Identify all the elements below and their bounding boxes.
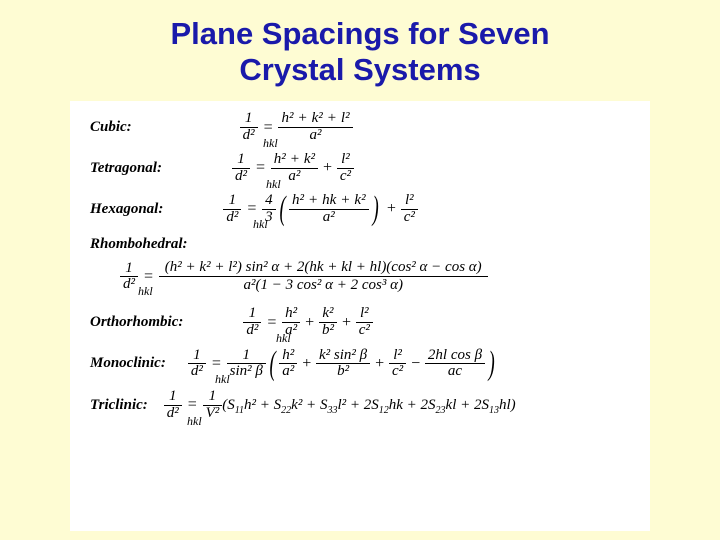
rhombohedral-formula: 1d² = (h² + k² + l²) sin² α + 2(hk + kl … xyxy=(120,259,488,294)
hkl-tetragonal: hkl xyxy=(266,177,281,192)
hkl-orthorhombic: hkl xyxy=(276,331,291,346)
hkl-rhombohedral: hkl xyxy=(138,284,153,299)
cubic-formula: 1d² = h²+k²+l²a² xyxy=(240,111,353,144)
orthorhombic-formula: 1d² = h²a² + k²b² + l²c² xyxy=(243,306,373,339)
page-title: Plane Spacings for Seven Crystal Systems xyxy=(0,0,720,87)
tetragonal-formula: 1d² = h²+k²a² + l²c² xyxy=(232,152,354,185)
title-line-2: Crystal Systems xyxy=(239,52,480,87)
rhombohedral-label: Rhombohedral: xyxy=(90,236,188,253)
title-line-1: Plane Spacings for Seven xyxy=(170,16,549,51)
orthorhombic-label: Orthorhombic: xyxy=(90,314,183,331)
hkl-hexagonal: hkl xyxy=(253,217,268,232)
hkl-cubic: hkl xyxy=(263,136,278,151)
hexagonal-label: Hexagonal: xyxy=(90,201,163,218)
monoclinic-label: Monoclinic: xyxy=(90,355,166,372)
triclinic-label: Triclinic: xyxy=(90,397,148,414)
cubic-label: Cubic: xyxy=(90,119,132,136)
hkl-triclinic: hkl xyxy=(187,414,202,429)
formula-container: Cubic: 1d² = h²+k²+l²a² hkl Tetragonal: … xyxy=(70,101,650,531)
hkl-monoclinic: hkl xyxy=(215,372,230,387)
triclinic-formula: 1d² = 1V² (S11h² + S22k² + S33l² + 2S12h… xyxy=(164,389,516,422)
tetragonal-label: Tetragonal: xyxy=(90,160,162,177)
monoclinic-formula: 1d² = 1sin² β ( h²a² + k² sin² βb² + l²c… xyxy=(188,347,499,381)
